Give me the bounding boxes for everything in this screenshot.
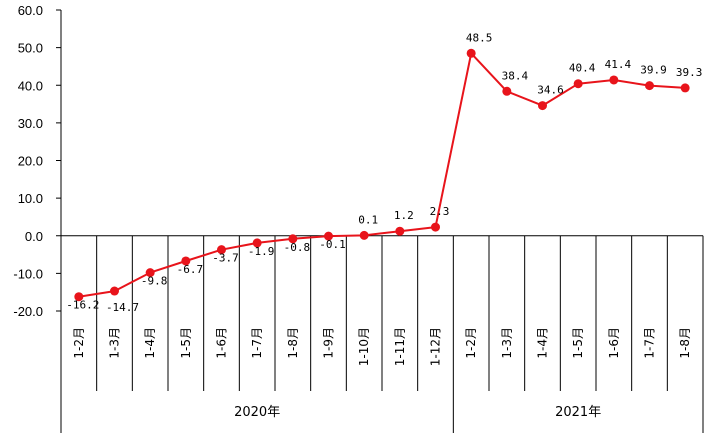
data-point bbox=[395, 226, 405, 236]
x-tick-label: 1-9月 bbox=[322, 327, 336, 359]
x-tick-label: 1-6月 bbox=[607, 327, 621, 359]
data-point bbox=[252, 238, 262, 248]
x-tick-label: 1-4月 bbox=[143, 327, 157, 359]
x-tick-label: 1-4月 bbox=[536, 327, 550, 359]
data-point bbox=[288, 234, 298, 244]
data-point bbox=[680, 83, 690, 93]
data-label: 34.6 bbox=[537, 84, 564, 97]
data-label: 39.9 bbox=[640, 64, 667, 77]
data-point bbox=[466, 48, 476, 58]
x-tick-label: 1-3月 bbox=[108, 327, 122, 359]
x-tick-label: 1-8月 bbox=[286, 327, 300, 359]
y-tick-label: 30.0 bbox=[18, 116, 43, 131]
y-tick-label: -10.0 bbox=[13, 266, 43, 281]
data-point bbox=[609, 75, 619, 85]
data-point bbox=[324, 231, 333, 241]
data-label: -16.2 bbox=[66, 299, 99, 312]
data-label: -0.8 bbox=[284, 241, 311, 254]
data-label: 0.1 bbox=[358, 213, 378, 226]
y-axis: -20.0 -10.0 0.0 10.0 20.0 30.0 40.0 50.0 60.0 bbox=[13, 3, 62, 319]
data-label: -0.1 bbox=[319, 238, 346, 251]
x-tick-label: 1-5月 bbox=[179, 327, 193, 359]
x-tick-label: 1-2月 bbox=[464, 327, 478, 359]
data-labels: -16.2 -14.7-9.8 -6.7 -3.7 -1.9 -0.8 -0.1 0.1 1.2… bbox=[66, 31, 702, 314]
y-tick-label: 50.0 bbox=[18, 41, 43, 56]
x-tick-label: 1-8月 bbox=[678, 327, 692, 359]
x-tick-label: 1-12月 bbox=[429, 327, 443, 366]
data-point bbox=[502, 86, 512, 96]
x-group-label: 2021年 bbox=[555, 405, 601, 420]
data-point bbox=[217, 245, 226, 255]
data-label: -14.7 bbox=[106, 301, 139, 314]
data-label: -9.8 bbox=[141, 275, 168, 288]
data-point bbox=[645, 81, 654, 91]
y-tick-label: 10.0 bbox=[18, 191, 43, 206]
y-tick-label: 40.0 bbox=[18, 78, 43, 93]
data-point bbox=[145, 268, 155, 278]
data-label: -3.7 bbox=[212, 252, 239, 265]
series-line-path bbox=[78, 52, 686, 298]
data-label: 41.4 bbox=[605, 58, 632, 71]
x-axis: 1-2月 1-3月 1-4月 1-5月 1-6月 1-7月 1-8月 1-9月 1-10月 1-1… bbox=[60, 235, 704, 433]
data-label: 2.3 bbox=[430, 205, 450, 218]
data-label: 1.2 bbox=[394, 209, 414, 222]
y-tick-label: -20.0 bbox=[13, 304, 43, 319]
data-point bbox=[573, 79, 583, 89]
x-tick-label: 1-10月 bbox=[357, 327, 371, 366]
x-tick-label: 1-5月 bbox=[571, 327, 585, 359]
x-group-label: 2020年 bbox=[234, 405, 280, 420]
series-line bbox=[78, 52, 686, 298]
data-point bbox=[74, 292, 84, 302]
x-tick-label: 1-7月 bbox=[250, 327, 264, 359]
y-tick-label: 20.0 bbox=[18, 154, 43, 169]
x-tick-label: 1-11月 bbox=[393, 327, 407, 366]
x-tick-label: 1-7月 bbox=[643, 327, 657, 359]
data-point bbox=[431, 222, 440, 232]
data-points bbox=[74, 48, 690, 302]
y-tick-label: 60.0 bbox=[18, 3, 43, 18]
data-label: 48.5 bbox=[466, 31, 493, 44]
data-point bbox=[181, 256, 191, 266]
x-tick-label: 1-2月 bbox=[72, 327, 86, 359]
y-tick-label: 0.0 bbox=[25, 229, 43, 244]
data-point bbox=[110, 286, 119, 296]
data-label: 39.3 bbox=[676, 66, 703, 79]
data-label: -6.7 bbox=[177, 263, 204, 276]
x-tick-label: 1-3月 bbox=[500, 327, 514, 359]
x-tick-label: 1-6月 bbox=[215, 327, 229, 359]
data-label: -1.9 bbox=[248, 245, 275, 258]
data-label: 40.4 bbox=[569, 62, 596, 75]
data-point bbox=[359, 230, 369, 240]
data-point bbox=[538, 101, 547, 111]
data-label: 38.4 bbox=[502, 69, 529, 82]
